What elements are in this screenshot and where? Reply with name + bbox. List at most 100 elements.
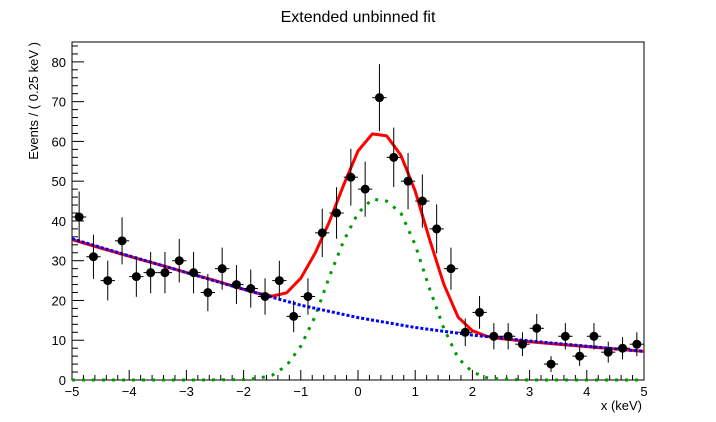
- y-tick-label: 40: [52, 214, 66, 229]
- data-point: [486, 323, 501, 350]
- data-marker: [603, 347, 613, 357]
- data-marker: [403, 176, 413, 186]
- data-point: [572, 346, 587, 366]
- data-point: [315, 208, 330, 258]
- x-tick-label: −1: [293, 384, 308, 399]
- data-marker: [417, 196, 427, 206]
- data-marker: [432, 224, 442, 234]
- data-marker: [131, 272, 141, 282]
- data-point: [286, 300, 301, 333]
- data-point: [443, 247, 459, 290]
- data-marker: [618, 343, 628, 353]
- data-marker: [503, 331, 513, 341]
- y-tick-label: 10: [52, 333, 66, 348]
- data-marker: [146, 268, 156, 278]
- plot-area: [71, 64, 645, 382]
- data-marker: [475, 307, 485, 317]
- data-point: [243, 269, 258, 308]
- data-point: [200, 273, 215, 312]
- data-marker: [217, 264, 227, 274]
- x-tick-label: −3: [179, 384, 194, 399]
- y-tick-label: 50: [52, 174, 66, 189]
- data-marker: [346, 172, 356, 182]
- data-marker: [446, 264, 456, 274]
- data-marker: [532, 323, 542, 333]
- data-marker: [332, 208, 342, 218]
- data-marker: [360, 184, 370, 194]
- data-marker: [74, 212, 84, 222]
- data-marker: [317, 228, 327, 238]
- data-marker: [575, 351, 585, 361]
- signal-component-curve: [72, 197, 644, 382]
- background-component-curve: [71, 237, 645, 353]
- data-marker: [303, 291, 313, 301]
- data-point: [329, 187, 344, 239]
- x-axis: −5 −4 −3 −2 −1 0 1 2 3 4 5: [65, 370, 648, 399]
- y-axis-label: Events / ( 0.25 keV ): [26, 42, 41, 160]
- data-point: [458, 318, 473, 347]
- data-point: [372, 64, 387, 132]
- y-tick-label: 20: [52, 293, 66, 308]
- data-marker: [160, 268, 170, 278]
- data-point: [257, 278, 273, 315]
- data-point: [229, 265, 244, 305]
- y-tick-label: 0: [59, 373, 66, 388]
- data-marker: [117, 236, 127, 246]
- x-tick-label: 0: [354, 384, 361, 399]
- x-tick-label: 3: [526, 384, 533, 399]
- data-point: [615, 336, 630, 360]
- y-axis: 0 10 20 30 40 50 60 70 80: [52, 45, 84, 388]
- data-point: [529, 313, 544, 343]
- data-marker: [246, 284, 256, 294]
- data-point: [586, 323, 602, 350]
- x-tick-label: −4: [122, 384, 137, 399]
- data-marker: [517, 339, 527, 349]
- data-marker: [174, 256, 184, 266]
- x-tick-label: 4: [583, 384, 590, 399]
- data-marker: [289, 311, 299, 321]
- data-marker: [88, 252, 98, 262]
- data-point: [172, 238, 187, 283]
- data-marker: [489, 331, 499, 341]
- y-tick-label: 70: [52, 95, 66, 110]
- data-marker: [546, 359, 556, 369]
- data-point: [72, 191, 87, 243]
- x-tick-label: −2: [236, 384, 251, 399]
- data-marker: [274, 276, 284, 286]
- data-marker: [632, 339, 642, 349]
- plot-frame: [71, 41, 645, 381]
- data-point: [86, 234, 101, 279]
- data-point: [415, 174, 430, 228]
- data-marker: [389, 152, 399, 162]
- data-point: [601, 341, 616, 363]
- data-marker: [560, 331, 570, 341]
- data-marker: [103, 276, 113, 286]
- data-point: [186, 251, 201, 294]
- data-point: [129, 256, 144, 297]
- data-point: [114, 217, 130, 265]
- data-point: [400, 153, 416, 210]
- x-tick-label: −5: [65, 384, 80, 399]
- data-point: [143, 251, 158, 294]
- y-tick-label: 80: [52, 55, 66, 70]
- data-point: [543, 356, 559, 373]
- data-marker: [260, 291, 270, 301]
- data-point: [515, 332, 530, 357]
- data-point: [272, 260, 287, 301]
- x-tick-label: 1: [412, 384, 419, 399]
- data-marker: [231, 280, 241, 290]
- y-tick-label: 30: [52, 254, 66, 269]
- y-tick-label: 60: [52, 134, 66, 149]
- x-tick-label: 2: [469, 384, 476, 399]
- data-point: [215, 247, 230, 290]
- data-point: [472, 296, 487, 329]
- chart-title: Extended unbinned fit: [281, 9, 436, 26]
- data-marker: [460, 327, 470, 337]
- data-point: [100, 260, 115, 301]
- data-point: [300, 278, 316, 315]
- data-point: [429, 204, 444, 254]
- data-point: [501, 323, 516, 350]
- data-point: [343, 148, 358, 206]
- data-point: [157, 251, 173, 294]
